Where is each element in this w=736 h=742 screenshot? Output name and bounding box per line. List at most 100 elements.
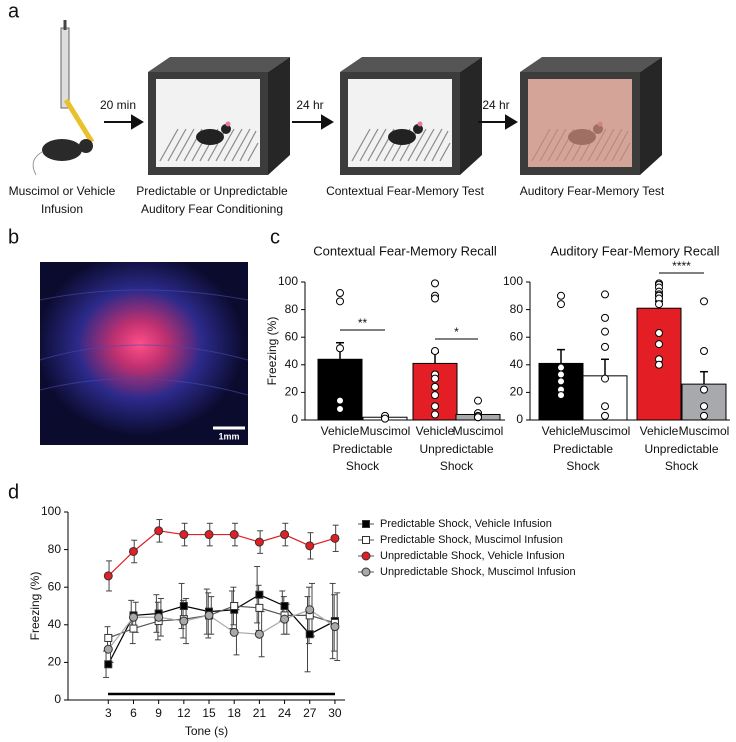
series-line — [107, 530, 336, 577]
marker — [254, 629, 264, 639]
data-point — [700, 411, 708, 420]
marker — [280, 602, 289, 610]
panel-label: d — [8, 481, 19, 503]
data-point — [557, 391, 565, 400]
data-point — [431, 410, 439, 419]
data-point — [431, 382, 439, 391]
data-point — [336, 396, 344, 405]
interval: 24 hr — [482, 98, 509, 112]
group-label: Unpredictable — [644, 442, 718, 456]
marker — [204, 530, 214, 540]
data-point — [601, 411, 609, 420]
x-tick-label: 9 — [155, 706, 162, 720]
y-tick-label: 80 — [285, 302, 299, 316]
data-point — [700, 297, 708, 306]
data-point — [601, 342, 609, 351]
data-point — [557, 363, 565, 372]
y-tick-label: 20 — [285, 385, 299, 399]
marker — [154, 612, 164, 622]
x-tick-label: 21 — [253, 706, 267, 720]
data-point — [431, 279, 439, 288]
y-tick-label: 0 — [291, 412, 298, 426]
x-tick-label: Muscimol — [679, 424, 730, 438]
data-point — [655, 329, 663, 338]
data-point — [700, 402, 708, 411]
legend-marker — [362, 520, 370, 528]
data-point — [655, 360, 663, 369]
data-point — [336, 344, 344, 353]
panel-label: a — [8, 0, 20, 22]
data-point — [431, 374, 439, 383]
data-point — [700, 347, 708, 355]
group-label: Shock — [440, 459, 474, 473]
data-point — [557, 377, 565, 386]
y-tick-label: 80 — [510, 302, 524, 316]
data-point — [336, 289, 344, 298]
group-label: Predictable — [553, 442, 613, 456]
group-label: Shock — [346, 459, 380, 473]
x-tick-label: 18 — [228, 706, 242, 720]
y-tick-label: 80 — [48, 542, 62, 556]
y-axis-label: Freezing (%) — [265, 317, 279, 386]
interval: 20 min — [100, 98, 136, 112]
x-tick-label: 6 — [130, 706, 137, 720]
x-tick-label: Muscimol — [360, 424, 411, 438]
marker — [305, 605, 315, 615]
marker — [129, 624, 138, 633]
data-point — [601, 290, 609, 299]
group-label: Shock — [665, 459, 699, 473]
step-caption: Auditory Fear-Memory Test — [520, 184, 665, 198]
y-axis-label: Freezing (%) — [28, 572, 42, 641]
x-tick-label: Vehicle — [640, 424, 679, 438]
data-point — [601, 402, 609, 411]
x-tick-label: 27 — [303, 706, 317, 720]
y-tick-label: 40 — [285, 357, 299, 371]
step-caption: Auditory Fear Conditioning — [141, 202, 283, 216]
legend-label: Unpredictable Shock, Vehicle Infusion — [380, 550, 565, 562]
marker — [128, 546, 138, 556]
data-point — [557, 291, 565, 300]
series-line — [107, 609, 336, 650]
data-point — [474, 396, 482, 405]
y-tick-label: 0 — [54, 692, 61, 706]
y-tick-label: 20 — [510, 385, 524, 399]
marker — [330, 622, 340, 632]
significance-label: * — [454, 325, 459, 339]
legend-label: Predictable Shock, Vehicle Infusion — [380, 518, 552, 530]
data-point — [601, 313, 609, 322]
x-tick-label: Muscimol — [580, 424, 631, 438]
step-caption: Infusion — [41, 202, 83, 216]
marker — [154, 526, 164, 536]
group-label: Predictable — [332, 442, 392, 456]
marker — [179, 616, 189, 626]
marker — [255, 590, 264, 599]
group-label: Unpredictable — [419, 442, 493, 456]
chamber — [339, 56, 483, 176]
tissue-layers — [39, 289, 249, 396]
marker — [179, 530, 189, 540]
x-tick-label: Vehicle — [416, 424, 455, 438]
step-caption: Muscimol or Vehicle — [9, 184, 116, 198]
syringe — [32, 20, 95, 176]
panel-label: c — [270, 226, 280, 248]
marker — [305, 630, 314, 639]
data-point — [336, 404, 344, 413]
y-tick-label: 60 — [48, 579, 62, 593]
marker — [204, 610, 214, 620]
x-tick-label: 12 — [177, 706, 191, 720]
data-point — [431, 294, 439, 303]
data-point — [431, 402, 439, 411]
marker — [255, 603, 264, 612]
marker — [280, 614, 290, 624]
series-line — [107, 594, 336, 665]
legend-label: Predictable Shock, Muscimol Infusion — [380, 534, 563, 546]
marker — [104, 660, 113, 669]
data-point — [431, 391, 439, 400]
histology-image — [40, 262, 248, 445]
marker — [128, 612, 138, 622]
panel-label: b — [8, 226, 19, 248]
significance-label: **** — [672, 259, 691, 273]
marker — [330, 533, 340, 543]
scale-label: 1mm — [218, 431, 239, 441]
